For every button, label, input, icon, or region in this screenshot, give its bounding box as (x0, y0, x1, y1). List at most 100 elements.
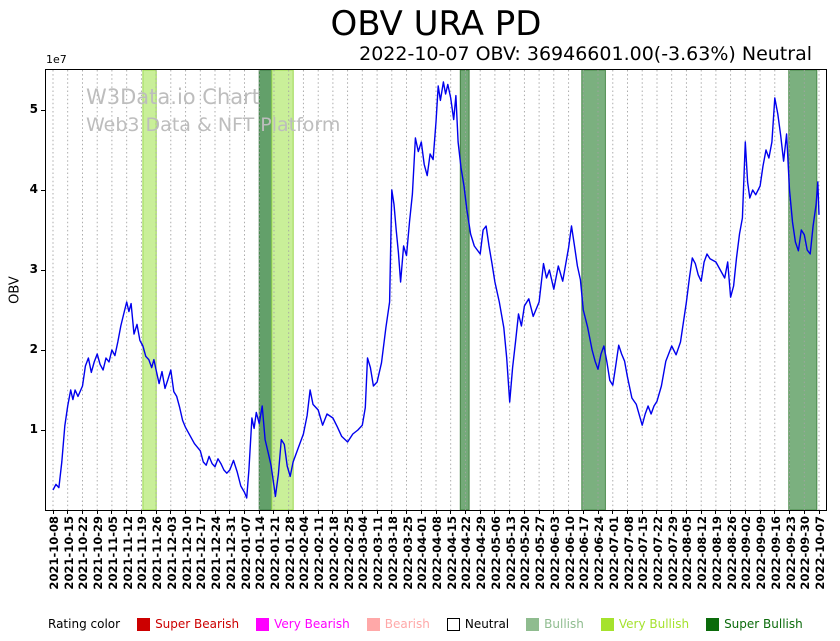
y-tick-label: 1 (29, 422, 38, 436)
x-tick-label: 2022-09-23 (783, 516, 798, 590)
legend-label-bullish: Bullish (544, 617, 584, 631)
x-tick-mark (155, 510, 157, 514)
x-tick-mark (420, 510, 422, 514)
legend-swatch-neutral (446, 617, 460, 631)
y-tick-mark (41, 190, 45, 191)
x-tick-label: 2022-09-16 (768, 516, 783, 590)
x-tick-label: 2022-05-13 (503, 516, 518, 590)
legend-swatch-very-bullish (600, 617, 614, 631)
legend-label-super-bullish: Super Bullish (724, 617, 803, 631)
legend-item-bearish: Bearish (366, 617, 430, 631)
chart-subtitle: 2022-10-07 OBV: 36946601.00(-3.63%) Neut… (359, 43, 812, 65)
y-tick-mark (41, 350, 45, 351)
x-tick-mark (538, 510, 540, 514)
x-tick-label: 2021-10-22 (76, 516, 91, 590)
legend-label-very-bullish: Very Bullish (618, 617, 690, 631)
x-tick-label: 2021-12-10 (179, 516, 194, 590)
x-tick-label: 2022-02-18 (326, 516, 341, 590)
x-tick-label: 2022-03-11 (371, 516, 386, 590)
x-tick-mark (656, 510, 658, 514)
y-tick-mark (41, 430, 45, 431)
x-tick-label: 2022-06-24 (592, 516, 607, 590)
x-tick-mark (479, 510, 481, 514)
x-tick-label: 2022-04-22 (459, 516, 474, 590)
x-tick-mark (759, 510, 761, 514)
legend-item-very-bearish: Very Bearish (256, 617, 350, 631)
x-tick-label: 2022-03-18 (385, 516, 400, 590)
legend-label-very-bearish: Very Bearish (274, 617, 350, 631)
x-tick-label: 2021-10-15 (61, 516, 76, 590)
legend-title: Rating color (48, 617, 121, 631)
y-tick-mark (41, 110, 45, 111)
x-tick-mark (612, 510, 614, 514)
rating-band-super-bullish (788, 70, 818, 510)
x-tick-label: 2022-05-06 (488, 516, 503, 590)
x-tick-label: 2022-07-15 (636, 516, 651, 590)
x-tick-label: 2022-04-15 (444, 516, 459, 590)
x-tick-mark (170, 510, 172, 514)
x-tick-mark (185, 510, 187, 514)
x-tick-label: 2022-04-01 (415, 516, 430, 590)
y-tick-label: 3 (29, 262, 38, 276)
x-tick-mark (509, 510, 511, 514)
y-tick-label: 5 (29, 102, 38, 116)
x-tick-label: 2021-11-26 (150, 516, 165, 590)
x-tick-label: 2022-08-26 (724, 516, 739, 590)
x-tick-mark (229, 510, 231, 514)
x-tick-mark (464, 510, 466, 514)
x-tick-label: 2022-08-19 (709, 516, 724, 590)
x-tick-label: 2022-01-14 (253, 516, 268, 590)
x-tick-label: 2022-08-12 (695, 516, 710, 590)
x-tick-mark (317, 510, 319, 514)
x-tick-label: 2022-01-28 (282, 516, 297, 590)
x-tick-label: 2021-12-17 (194, 516, 209, 590)
x-tick-label: 2022-10-07 (813, 516, 827, 590)
x-tick-label: 2022-08-05 (680, 516, 695, 590)
x-tick-label: 2022-02-04 (297, 516, 312, 590)
x-tick-mark (199, 510, 201, 514)
rating-band-super-bullish (581, 70, 606, 510)
obv-line-chart (52, 70, 820, 510)
x-tick-mark (450, 510, 452, 514)
x-tick-label: 2022-07-22 (650, 516, 665, 590)
x-tick-mark (111, 510, 113, 514)
rating-band-very-bullish (142, 70, 157, 510)
x-tick-label: 2022-07-29 (665, 516, 680, 590)
x-tick-label: 2022-04-08 (430, 516, 444, 590)
x-tick-label: 2022-06-10 (562, 516, 577, 590)
x-tick-mark (553, 510, 555, 514)
x-tick-mark (273, 510, 275, 514)
y-tick-label: 2 (29, 342, 38, 356)
legend-swatch-bearish (366, 617, 380, 631)
x-tick-mark (361, 510, 363, 514)
x-tick-mark (744, 510, 746, 514)
x-tick-label: 2021-11-19 (135, 516, 150, 590)
x-tick-mark (685, 510, 687, 514)
legend-swatch-super-bullish (706, 617, 720, 631)
x-tick-mark (700, 510, 702, 514)
legend-label-neutral: Neutral (464, 617, 510, 631)
x-tick-mark (435, 510, 437, 514)
chart-title: OBV URA PD (330, 4, 542, 44)
x-tick-mark (81, 510, 83, 514)
legend-item-bullish: Bullish (526, 617, 584, 631)
x-tick-mark (730, 510, 732, 514)
x-tick-label: 2022-05-20 (518, 516, 533, 590)
x-tick-label: 2022-05-27 (533, 516, 548, 590)
y-tick-mark (41, 270, 45, 271)
x-tick-label: 2021-11-12 (120, 516, 135, 590)
x-tick-mark (641, 510, 643, 514)
rating-legend: Rating color Super Bearish Very Bearish Be… (48, 613, 803, 635)
legend-item-very-bullish: Very Bullish (600, 617, 690, 631)
legend-label-bearish: Bearish (384, 617, 430, 631)
x-tick-label: 2021-11-05 (105, 516, 120, 590)
x-tick-label: 2021-12-03 (164, 516, 179, 590)
x-tick-label: 2022-07-01 (606, 516, 621, 590)
x-tick-mark (523, 510, 525, 514)
x-tick-mark (715, 510, 717, 514)
x-tick-label: 2022-03-04 (356, 516, 371, 590)
x-tick-mark (288, 510, 290, 514)
x-tick-label: 2022-06-17 (577, 516, 592, 590)
x-tick-label: 2022-09-30 (798, 516, 813, 590)
